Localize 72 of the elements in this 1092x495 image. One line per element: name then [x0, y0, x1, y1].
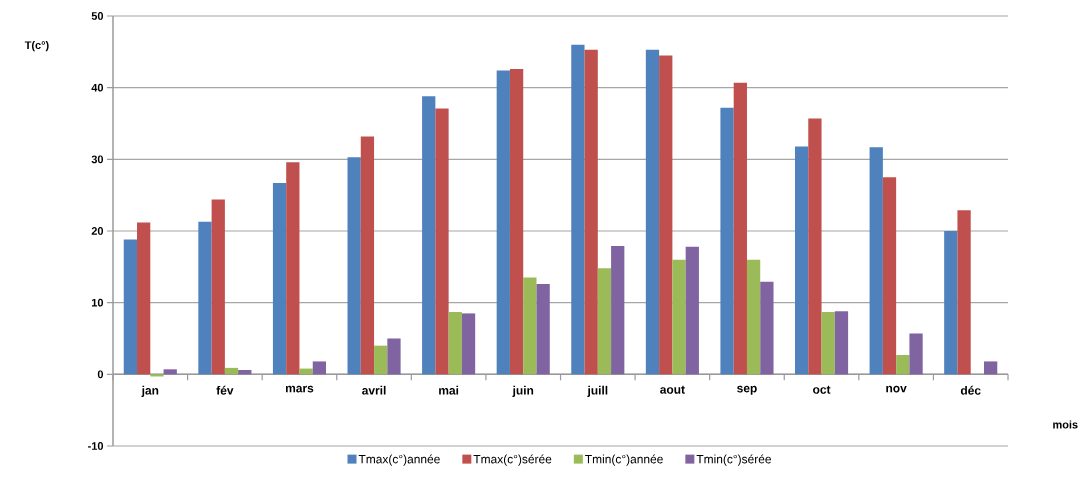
y-tick-label: 10 [91, 298, 104, 307]
legend-label: Tmin(c°)sérée [696, 454, 771, 466]
x-tick-label: mai [439, 385, 459, 395]
bar [374, 345, 388, 375]
bar [461, 313, 476, 375]
bar [944, 230, 958, 375]
bar [137, 222, 151, 375]
bar [360, 136, 375, 375]
bar [238, 370, 252, 375]
y-tick-label: -10 [88, 442, 104, 450]
bar [760, 281, 774, 375]
x-axis-title: mois [1053, 420, 1078, 429]
legend-label: Tmin(c°)année [585, 454, 663, 466]
bar [123, 239, 138, 375]
y-tick-label: 0 [97, 370, 104, 379]
x-tick-label: oct [813, 385, 831, 394]
bar [909, 333, 923, 375]
bar [286, 162, 300, 375]
x-tick-label: sep [737, 385, 757, 395]
bar [672, 259, 686, 375]
x-tick-label: juill [587, 385, 608, 397]
bar [448, 311, 462, 375]
bar [435, 108, 449, 375]
y-tick-label: 40 [91, 83, 104, 92]
bar [347, 157, 361, 375]
bar [685, 246, 699, 375]
x-tick-label: déc [960, 385, 981, 395]
x-tick-label: jan [141, 385, 159, 397]
x-tick-label: avril [362, 385, 386, 395]
bar [720, 107, 734, 375]
bar [299, 368, 313, 375]
legend-label: Tmax(c°)sérée [473, 454, 552, 466]
bar [611, 246, 625, 375]
x-tick-label: mars [285, 385, 314, 393]
y-tick-label: 50 [91, 12, 104, 20]
bar [984, 361, 998, 375]
bar [834, 311, 849, 375]
bar [224, 367, 239, 375]
bar [882, 177, 897, 375]
bar [746, 259, 761, 375]
bar [509, 69, 524, 375]
bar [163, 369, 177, 375]
y-axis-title: T(c°) [24, 40, 49, 52]
bar [733, 82, 747, 375]
legend-label: Tmax(c°)année [358, 454, 440, 466]
x-tick-label: aout [660, 385, 685, 394]
bar [795, 146, 809, 375]
bar [523, 277, 537, 375]
bar [808, 118, 822, 375]
bar [496, 70, 510, 375]
x-tick-label: juin [512, 385, 534, 397]
y-tick-label: 30 [91, 155, 104, 164]
bar [536, 284, 550, 375]
bar [150, 374, 164, 377]
x-tick-label: fév [216, 385, 234, 395]
bar [896, 354, 910, 375]
bar [659, 55, 673, 375]
bar [272, 182, 287, 375]
bar [422, 96, 436, 375]
x-tick-label: nov [886, 385, 907, 393]
bar [957, 210, 971, 375]
bar [387, 338, 401, 375]
bar [198, 221, 212, 375]
bar [584, 49, 598, 375]
bar [571, 44, 585, 375]
bar [312, 361, 327, 375]
bar [645, 49, 660, 375]
bar [821, 311, 835, 375]
bar [869, 147, 883, 375]
bar [597, 268, 612, 375]
bar [211, 199, 225, 375]
y-tick-label: 20 [91, 227, 104, 235]
